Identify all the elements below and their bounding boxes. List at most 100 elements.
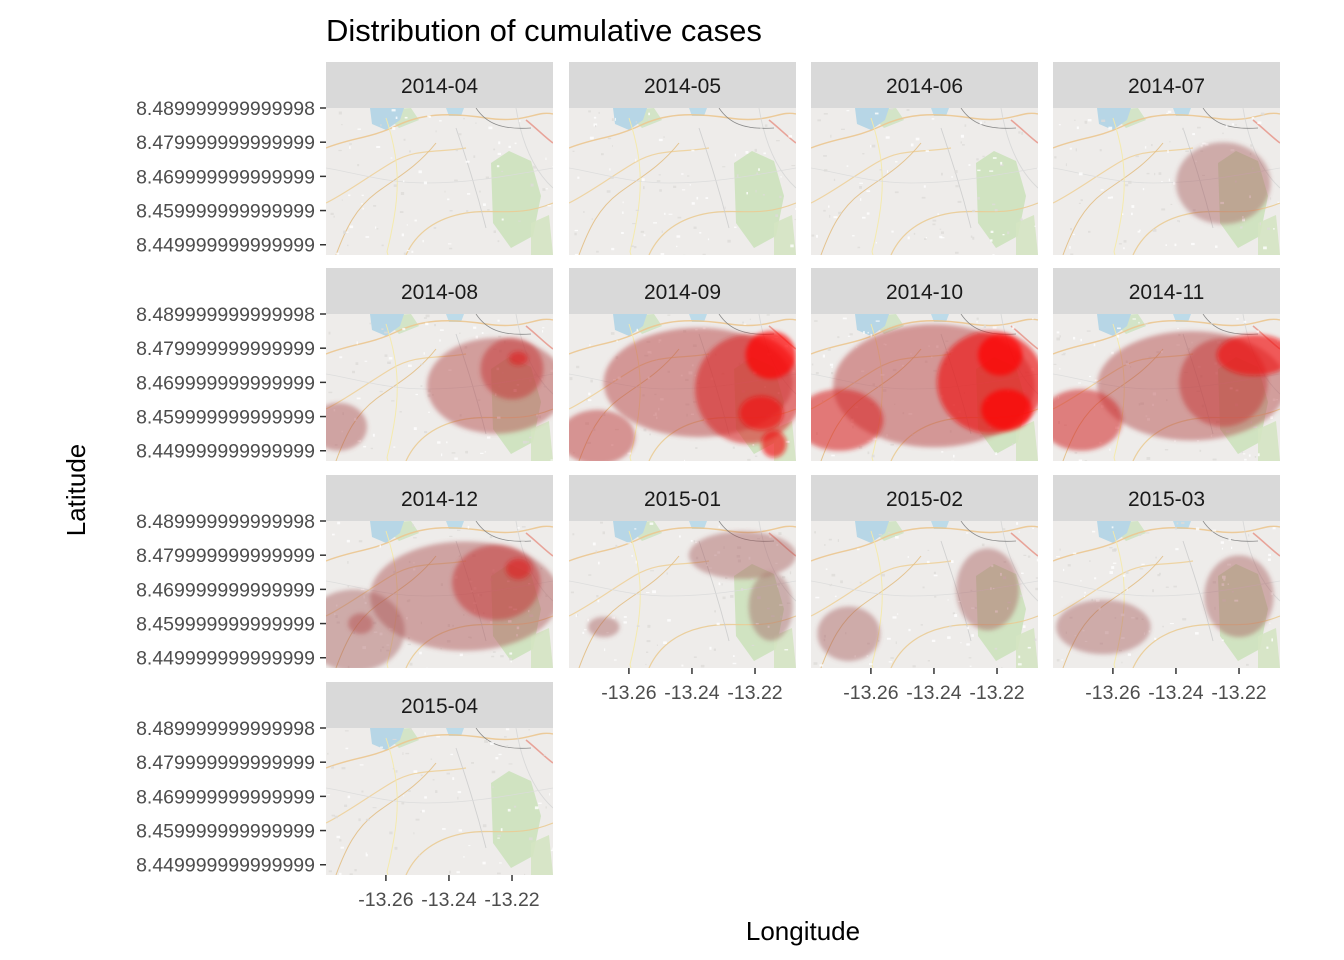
- map-water: [1097, 108, 1131, 130]
- map-building: [468, 845, 471, 847]
- panel-plot-area: [569, 108, 796, 255]
- map-building: [483, 203, 486, 206]
- map-building: [863, 331, 865, 334]
- map-park-area: [1016, 215, 1038, 255]
- map-building: [779, 195, 782, 199]
- map-building: [621, 232, 624, 234]
- map-building: [829, 363, 834, 366]
- facet-strip-label: 2014-12: [401, 488, 478, 511]
- density-contour: [981, 389, 1032, 431]
- map-building: [425, 314, 430, 318]
- map-building: [595, 550, 597, 554]
- map-building: [908, 628, 911, 632]
- map-building: [1122, 213, 1124, 215]
- map-building: [994, 208, 998, 212]
- map-road: [569, 318, 796, 355]
- map-building: [1001, 667, 1003, 668]
- map-building: [813, 662, 818, 665]
- map-building: [352, 370, 355, 374]
- map-building: [1205, 143, 1209, 146]
- map-overlay: [326, 728, 553, 875]
- facet-panels: 2014-04 8.489999999999998 8.47999999999999…: [136, 62, 1280, 911]
- map-building: [402, 752, 404, 755]
- map-building: [840, 580, 843, 584]
- map-building: [347, 795, 351, 799]
- map-building: [1161, 208, 1166, 211]
- map-road: [811, 167, 1038, 184]
- map-building: [328, 331, 331, 335]
- map-building: [387, 361, 391, 364]
- map-building: [1200, 144, 1203, 148]
- map-building: [525, 441, 530, 443]
- map-building: [1175, 548, 1179, 551]
- map-building: [693, 540, 696, 543]
- facet-strip-label: 2015-04: [401, 695, 478, 718]
- map-building: [601, 153, 604, 156]
- map-building: [1094, 379, 1098, 382]
- map-building: [1254, 456, 1257, 458]
- map-building: [339, 872, 342, 875]
- map-building: [327, 752, 329, 755]
- map-building: [982, 155, 985, 158]
- map-building: [846, 110, 850, 112]
- map-road: [475, 108, 532, 129]
- map-building: [866, 212, 870, 215]
- map-building: [1089, 560, 1091, 562]
- map-park-area: [1258, 421, 1280, 461]
- map-road: [1202, 521, 1259, 542]
- map-building: [921, 196, 926, 199]
- map-building: [391, 109, 396, 112]
- map-building: [732, 662, 737, 665]
- map-building: [932, 223, 936, 226]
- map-building: [1267, 558, 1271, 561]
- map-building: [811, 234, 815, 237]
- map-building: [393, 184, 397, 187]
- map-building: [648, 112, 650, 116]
- map-building: [623, 621, 627, 624]
- map-building: [1250, 144, 1253, 147]
- map-building: [1087, 119, 1092, 122]
- map-building: [547, 205, 552, 207]
- map-building: [345, 747, 349, 750]
- x-tick-label: -13.26: [843, 682, 898, 704]
- map-building: [926, 560, 930, 564]
- map-building: [586, 399, 588, 402]
- map-building: [463, 856, 465, 858]
- map-building: [871, 454, 875, 458]
- map-building: [1225, 125, 1228, 128]
- map-building: [955, 251, 959, 254]
- map-water: [370, 314, 404, 336]
- facet-panel-2015-04: 2015-04 8.489999999999998 8.47999999999999…: [136, 682, 553, 911]
- map-park-area: [976, 151, 1026, 248]
- map-building: [718, 525, 720, 528]
- map-building: [1138, 321, 1140, 324]
- map-road: [1053, 318, 1280, 355]
- map-building: [907, 556, 909, 558]
- map-building: [442, 828, 446, 830]
- map-building: [887, 531, 891, 534]
- map-building: [381, 328, 384, 330]
- map-building: [947, 636, 951, 639]
- map-building: [1167, 150, 1169, 153]
- map-park-area: [1258, 215, 1280, 255]
- map-park-area: [531, 835, 553, 875]
- facet-strip: [1053, 62, 1280, 108]
- map-building: [766, 314, 770, 316]
- map-building: [663, 641, 667, 644]
- map-building: [518, 120, 521, 122]
- map-building: [1000, 164, 1004, 167]
- map-building: [492, 786, 494, 789]
- map-road: [569, 147, 710, 204]
- map-building: [1123, 247, 1125, 250]
- map-road: [326, 525, 553, 562]
- map-building: [1176, 522, 1179, 525]
- y-tick-label: 8.489999999999998: [136, 304, 315, 326]
- map-building: [1121, 661, 1123, 664]
- map-building: [413, 427, 417, 430]
- map-building: [428, 411, 430, 413]
- map-building: [681, 173, 684, 175]
- map-building: [1154, 172, 1156, 176]
- map-building: [1212, 458, 1217, 461]
- map-building: [593, 123, 598, 127]
- map-building: [384, 331, 388, 334]
